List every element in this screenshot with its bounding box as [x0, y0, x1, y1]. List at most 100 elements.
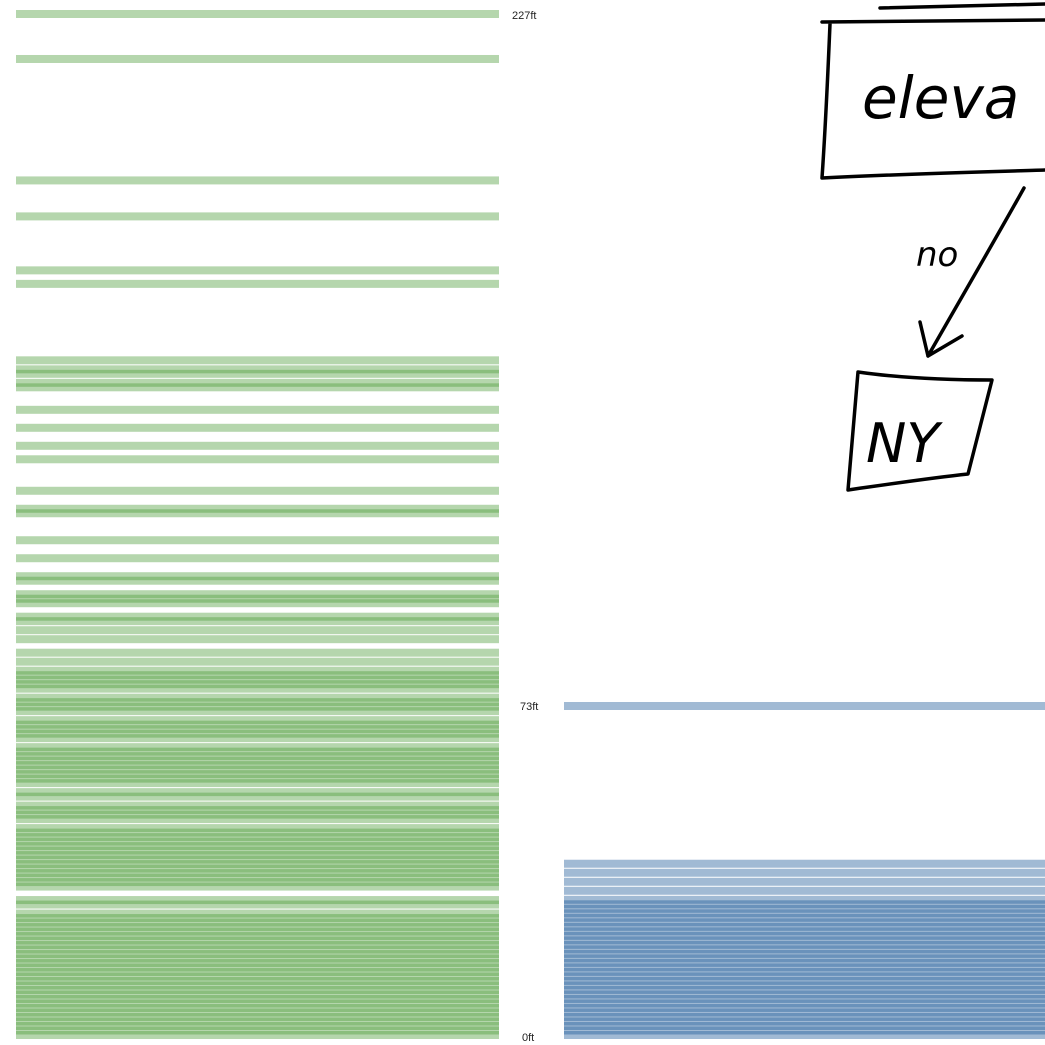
strip-mark-0-6 [16, 356, 499, 365]
strip-mark-0-17 [16, 509, 499, 518]
strip-mark-0-72 [16, 878, 499, 887]
strip-mark-1-20 [564, 963, 1045, 972]
strip-mark-0-54 [16, 788, 499, 797]
right-max-tick-label: 73ft [520, 701, 538, 713]
strip-mark-0-20 [16, 572, 499, 581]
strip-mark-0-41 [16, 720, 499, 729]
strip-mark-1-22 [564, 972, 1045, 981]
strip-mark-0-47 [16, 752, 499, 761]
strip-mark-0-62 [16, 833, 499, 842]
strip-mark-0-7 [16, 365, 499, 374]
strip-mark-0-87 [16, 959, 499, 968]
strip-mark-0-58 [16, 810, 499, 819]
strip-mark-0-77 [16, 914, 499, 923]
strip-mark-1-29 [564, 1003, 1045, 1012]
strip-mark-0-9 [16, 378, 499, 387]
strip-mark-0-94 [16, 990, 499, 999]
strip-mark-0-8 [16, 369, 499, 378]
strip-mark-1-28 [564, 999, 1045, 1008]
strip-mark-0-46 [16, 747, 499, 756]
strip-mark-1-25 [564, 985, 1045, 994]
strip-mark-0-39 [16, 707, 499, 716]
ny-elevation-strips [564, 702, 1045, 1039]
strip-mark-0-38 [16, 702, 499, 711]
strip-mark-0-86 [16, 954, 499, 963]
edge-label: no [916, 235, 958, 275]
strip-mark-0-21 [16, 576, 499, 585]
strip-mark-0-14 [16, 455, 499, 464]
strip-mark-0-26 [16, 617, 499, 626]
strip-mark-1-7 [564, 904, 1045, 913]
strip-mark-0-5 [16, 279, 499, 288]
strip-mark-0-90 [16, 972, 499, 981]
strip-mark-0-97 [16, 1004, 499, 1013]
strip-mark-1-9 [564, 913, 1045, 922]
strip-mark-1-2 [564, 868, 1045, 877]
strip-mark-0-100 [16, 1017, 499, 1026]
strip-mark-0-16 [16, 504, 499, 513]
strip-mark-0-80 [16, 927, 499, 936]
strip-mark-0-0 [16, 10, 499, 18]
strip-mark-0-29 [16, 648, 499, 657]
strip-mark-0-52 [16, 774, 499, 783]
strip-mark-0-36 [16, 693, 499, 702]
strip-mark-0-96 [16, 999, 499, 1008]
strip-mark-0-83 [16, 941, 499, 950]
strip-mark-0-27 [16, 626, 499, 635]
strip-mark-0-55 [16, 792, 499, 801]
strip-mark-0-99 [16, 1013, 499, 1022]
strip-mark-0-95 [16, 995, 499, 1004]
strip-mark-0-43 [16, 729, 499, 738]
strip-mark-0-33 [16, 675, 499, 684]
strip-mark-0-93 [16, 986, 499, 995]
strip-mark-1-27 [564, 994, 1045, 1003]
strip-mark-0-32 [16, 671, 499, 680]
leaf-box-text: NY [866, 412, 943, 475]
strip-mark-0-40 [16, 716, 499, 725]
handdrawn-annotation [820, 2, 1045, 492]
strip-mark-0-28 [16, 635, 499, 644]
strip-mark-1-34 [564, 1026, 1045, 1035]
strip-mark-1-5 [564, 895, 1045, 904]
strip-mark-0-18 [16, 536, 499, 545]
left-max-tick-label: 227ft [512, 10, 536, 22]
strip-mark-0-60 [16, 824, 499, 833]
strip-mark-0-85 [16, 950, 499, 959]
strip-mark-1-8 [564, 909, 1045, 918]
left-min-tick-label: 0ft [522, 1032, 534, 1044]
strip-mark-0-48 [16, 756, 499, 765]
strip-mark-0-71 [16, 873, 499, 882]
strip-mark-0-89 [16, 968, 499, 977]
strip-mark-0-69 [16, 864, 499, 873]
decision-box-outline [820, 2, 1045, 180]
strip-mark-0-13 [16, 441, 499, 450]
strip-mark-1-35 [564, 1031, 1045, 1039]
strip-mark-0-57 [16, 806, 499, 815]
strip-mark-0-101 [16, 1022, 499, 1030]
leaf-box-outline [846, 370, 994, 492]
strip-mark-0-88 [16, 963, 499, 972]
strip-mark-0-42 [16, 725, 499, 734]
strip-mark-1-1 [564, 859, 1045, 868]
strip-mark-0-103 [16, 1031, 499, 1039]
strip-mark-0-31 [16, 666, 499, 675]
strip-mark-1-18 [564, 954, 1045, 963]
strip-mark-0-19 [16, 554, 499, 563]
strip-mark-0-44 [16, 734, 499, 743]
strip-mark-0-75 [16, 900, 499, 909]
strip-mark-1-24 [564, 981, 1045, 990]
strip-mark-0-22 [16, 590, 499, 599]
strip-mark-0-53 [16, 779, 499, 788]
strip-mark-1-14 [564, 936, 1045, 945]
strip-mark-0-68 [16, 860, 499, 869]
strip-mark-1-10 [564, 918, 1045, 927]
strip-mark-0-23 [16, 594, 499, 603]
decision-box-text: eleva [862, 64, 1019, 132]
strip-mark-1-0 [564, 702, 1045, 710]
strip-mark-0-76 [16, 909, 499, 918]
strip-mark-0-15 [16, 486, 499, 495]
strip-mark-0-2 [16, 176, 499, 185]
tree-edge-arrow [918, 186, 1026, 358]
strip-mark-0-35 [16, 684, 499, 693]
strip-mark-0-92 [16, 981, 499, 990]
